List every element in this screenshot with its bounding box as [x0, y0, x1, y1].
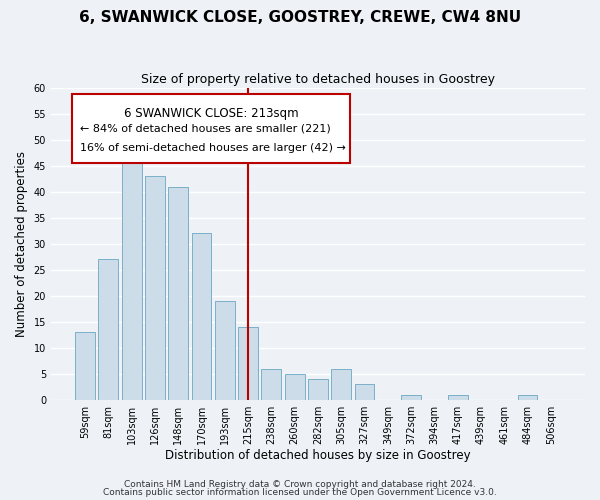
- Bar: [401, 394, 421, 400]
- FancyBboxPatch shape: [72, 94, 350, 163]
- Bar: [355, 384, 374, 400]
- Text: ← 84% of detached houses are smaller (221): ← 84% of detached houses are smaller (22…: [80, 124, 331, 134]
- Text: 6 SWANWICK CLOSE: 213sqm: 6 SWANWICK CLOSE: 213sqm: [124, 107, 298, 120]
- Text: Contains HM Land Registry data © Crown copyright and database right 2024.: Contains HM Land Registry data © Crown c…: [124, 480, 476, 489]
- Bar: [215, 301, 235, 400]
- Bar: [238, 327, 258, 400]
- Bar: [285, 374, 305, 400]
- Bar: [98, 260, 118, 400]
- Bar: [145, 176, 165, 400]
- Text: 6, SWANWICK CLOSE, GOOSTREY, CREWE, CW4 8NU: 6, SWANWICK CLOSE, GOOSTREY, CREWE, CW4 …: [79, 10, 521, 25]
- Text: Contains public sector information licensed under the Open Government Licence v3: Contains public sector information licen…: [103, 488, 497, 497]
- Bar: [331, 368, 351, 400]
- Bar: [262, 368, 281, 400]
- Bar: [191, 234, 211, 400]
- Bar: [448, 394, 467, 400]
- Bar: [169, 186, 188, 400]
- Bar: [122, 156, 142, 400]
- Y-axis label: Number of detached properties: Number of detached properties: [15, 151, 28, 337]
- Bar: [75, 332, 95, 400]
- Bar: [518, 394, 538, 400]
- Title: Size of property relative to detached houses in Goostrey: Size of property relative to detached ho…: [141, 72, 495, 86]
- Text: 16% of semi-detached houses are larger (42) →: 16% of semi-detached houses are larger (…: [80, 142, 346, 152]
- X-axis label: Distribution of detached houses by size in Goostrey: Distribution of detached houses by size …: [165, 450, 471, 462]
- Bar: [308, 379, 328, 400]
